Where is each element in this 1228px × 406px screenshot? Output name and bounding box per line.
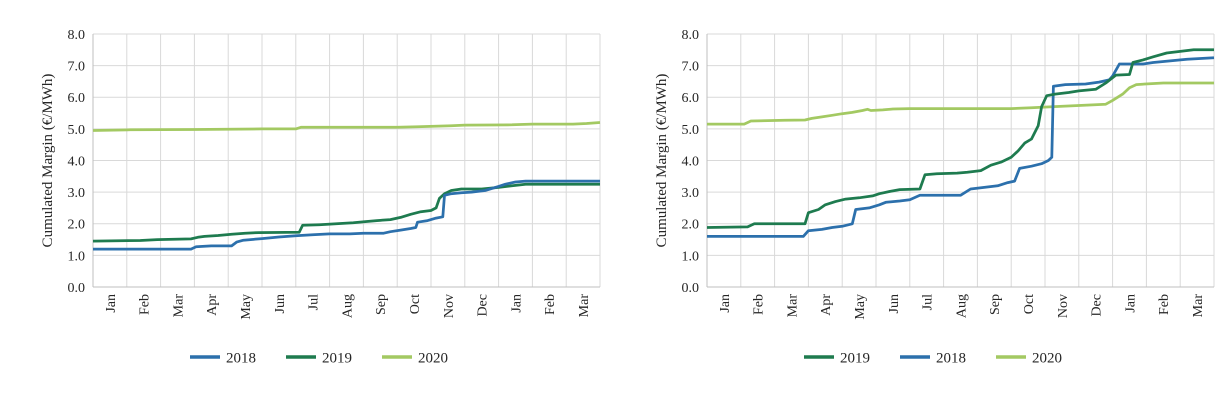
x-tick-label: Oct xyxy=(408,294,423,314)
x-tick-label: Jun xyxy=(273,294,288,313)
y-tick-label: 3.0 xyxy=(682,186,700,201)
x-tick-label: Jan xyxy=(104,294,119,313)
x-tick-label: Apr xyxy=(819,294,834,316)
x-tick-label: Sep xyxy=(374,294,389,315)
x-tick-label: Dec xyxy=(476,294,491,317)
x-tick-label: Jan xyxy=(1123,294,1138,313)
y-tick-label: 6.0 xyxy=(682,91,700,106)
line-chart-right: 0.0 1.0 2.0 3.0 4.0 5.0 6.0 7.0 8.0 Jan Feb Mar Apr M… xyxy=(654,28,1215,366)
legend-label-2018: 2018 xyxy=(226,350,256,366)
legend-label-2020: 2020 xyxy=(418,350,448,366)
y-axis-title: Cumulated Margin (€/MWh) xyxy=(654,74,670,248)
y-tick-label: 2.0 xyxy=(68,218,86,233)
legend-label-2018: 2018 xyxy=(936,350,966,366)
y-tick-label: 4.0 xyxy=(682,154,700,169)
y-tick-label: 3.0 xyxy=(68,186,86,201)
y-tick-label: 1.0 xyxy=(68,249,86,264)
x-tick-label: Oct xyxy=(1022,294,1037,314)
y-axis-title: Cumulated Margin (€/MWh) xyxy=(40,74,56,248)
x-tick-label: Nov xyxy=(1056,294,1071,318)
x-tick-label: Feb xyxy=(543,294,558,315)
x-tick-label: Nov xyxy=(442,294,457,318)
series-line-2018 xyxy=(93,179,600,251)
y-tick-label: 0.0 xyxy=(682,281,700,296)
x-tick-label: Aug xyxy=(954,294,969,318)
y-tick-label: 4.0 xyxy=(68,154,86,169)
x-tick-label: Jul xyxy=(307,294,322,310)
x-tick-label: Apr xyxy=(205,294,220,316)
x-tick-label: Jun xyxy=(887,294,902,313)
series-line-2019 xyxy=(706,48,1214,229)
x-tick-label: Aug xyxy=(340,294,355,318)
y-tick-label: 1.0 xyxy=(682,249,700,264)
y-tick-label: 5.0 xyxy=(682,123,700,138)
x-tick-label: Mar xyxy=(1191,294,1206,318)
x-tick-label: Mar xyxy=(785,294,800,318)
x-tick-label: May xyxy=(853,294,868,320)
y-tick-label: 0.0 xyxy=(68,281,86,296)
x-tick-label: May xyxy=(239,294,254,320)
x-tick-label: Feb xyxy=(1157,294,1172,315)
x-tick-label: Jan xyxy=(718,294,733,313)
y-tick-label: 7.0 xyxy=(682,60,700,75)
legend-label-2019: 2019 xyxy=(322,350,352,366)
x-tick-label: Mar xyxy=(577,294,592,318)
y-tick-label: 2.0 xyxy=(682,218,700,233)
x-tick-label: Sep xyxy=(988,294,1003,315)
x-tick-label: Feb xyxy=(138,294,153,315)
x-tick-label: Dec xyxy=(1090,294,1105,317)
x-tick-label: Mar xyxy=(171,294,186,318)
legend-label-2020: 2020 xyxy=(1032,350,1062,366)
series-line-2020 xyxy=(92,121,601,132)
chart-left-cumulated-margin: 0.0 1.0 2.0 3.0 4.0 5.0 6.0 7.0 8.0 Jan Feb Mar Apr M… xyxy=(40,28,601,366)
y-tick-label: 8.0 xyxy=(68,28,86,43)
x-tick-label: Jul xyxy=(921,294,936,310)
y-tick-label: 6.0 xyxy=(68,91,86,106)
series-line-2019 xyxy=(92,182,600,243)
y-tick-label: 5.0 xyxy=(68,123,86,138)
y-tick-label: 8.0 xyxy=(682,28,700,43)
x-tick-label: Feb xyxy=(752,294,767,315)
legend-label-2019: 2019 xyxy=(840,350,870,366)
chart-right-cumulated-margin: 0.0 1.0 2.0 3.0 4.0 5.0 6.0 7.0 8.0 Jan Feb Mar Apr M… xyxy=(614,0,1228,406)
y-tick-label: 7.0 xyxy=(68,60,86,75)
series-line-2020 xyxy=(707,81,1214,126)
line-chart-left: 0.0 1.0 2.0 3.0 4.0 5.0 6.0 7.0 8.0 Jan Feb Mar Apr M… xyxy=(40,28,601,366)
x-tick-label: Jan xyxy=(509,294,524,313)
